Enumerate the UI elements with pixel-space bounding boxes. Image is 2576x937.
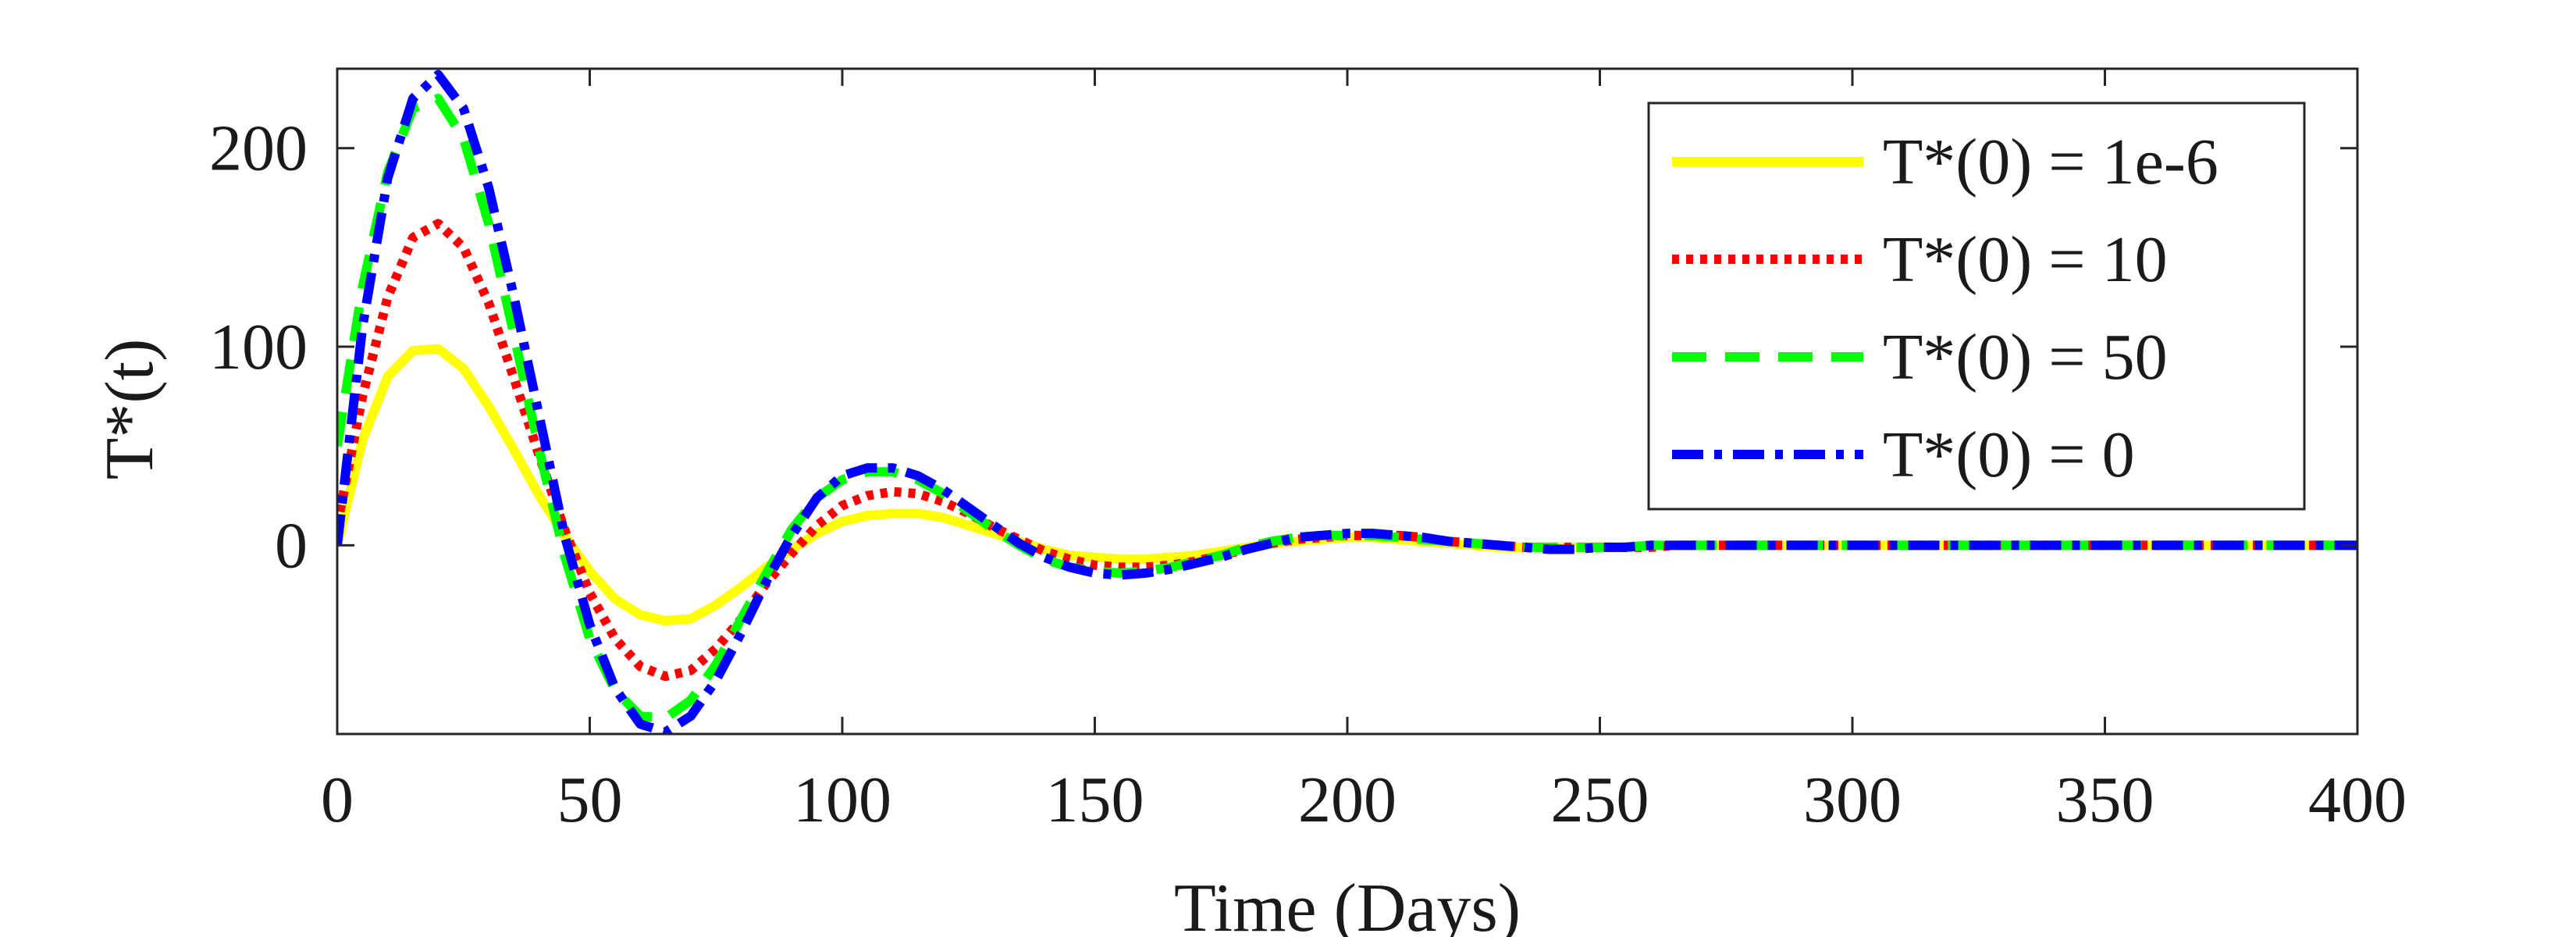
series-line-3 (337, 94, 2357, 723)
x-tick-label: 400 (2308, 764, 2407, 836)
x-tick-label: 300 (1803, 764, 1902, 836)
y-axis-title: T*(t) (92, 339, 168, 480)
series-layer (337, 69, 2357, 734)
x-tick-label: 200 (1298, 764, 1397, 836)
legend-box (1647, 102, 2306, 511)
x-tick-label: 150 (1046, 764, 1144, 836)
x-axis-title: Time (Days) (1174, 871, 1521, 937)
legend-label-2: T*(0) = 10 (1883, 223, 2168, 296)
y-tick-label: 100 (209, 311, 308, 383)
y-tick-label: 0 (275, 509, 308, 582)
y-tick-label: 200 (209, 112, 308, 185)
x-tick-label: 50 (557, 764, 623, 836)
legend-label-3: T*(0) = 50 (1883, 321, 2168, 394)
series-line-4 (337, 69, 2357, 734)
x-tick-label: 350 (2056, 764, 2154, 836)
x-tick-label: 0 (321, 764, 354, 836)
legend: T*(0) = 1e-6 T*(0) = 10 T*(0) = 50 T*(0) = … (1647, 102, 2306, 511)
legend-label-4: T*(0) = 0 (1883, 419, 2135, 491)
legend-label-1: T*(0) = 1e-6 (1883, 126, 2218, 198)
labels-layer: Time (Days) T*(t) (92, 339, 1521, 937)
ticks-layer: 0 50 100 150 200 250 300 350 400 0 100 200 (209, 69, 2407, 836)
x-tick-label: 100 (793, 764, 891, 836)
x-tick-label: 250 (1551, 764, 1649, 836)
